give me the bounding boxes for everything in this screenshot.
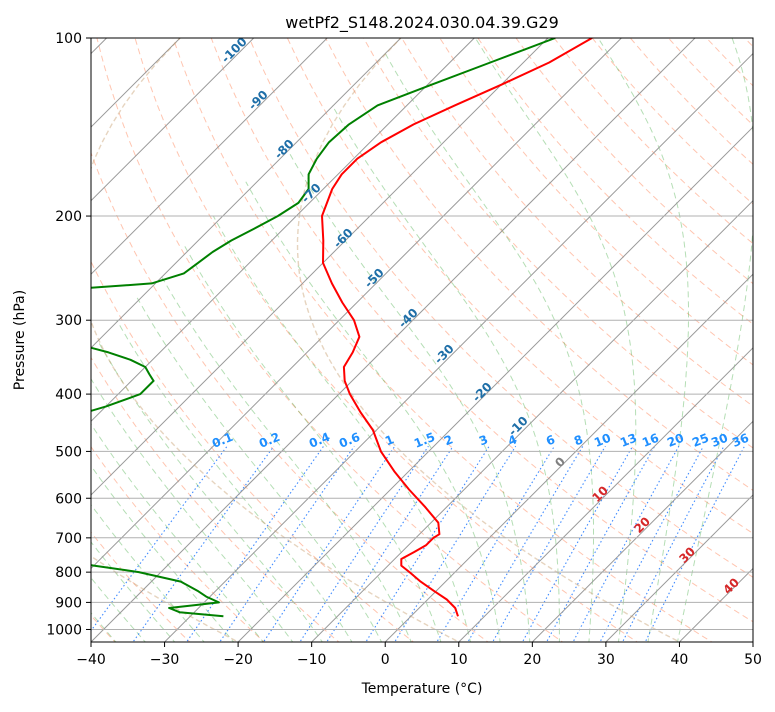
- y-tick-label: 900: [55, 595, 82, 611]
- x-tick-label: 20: [523, 652, 541, 668]
- x-tick-label: 10: [450, 652, 468, 668]
- y-tick-label: 200: [55, 209, 82, 225]
- x-tick-label: 40: [671, 652, 689, 668]
- y-tick-label: 300: [55, 313, 82, 329]
- x-tick-label: −20: [223, 652, 253, 668]
- x-tick-label: −40: [76, 652, 106, 668]
- y-tick-label: 1000: [46, 622, 82, 638]
- y-axis-label: Pressure (hPa): [12, 290, 28, 390]
- x-tick-label: −30: [150, 652, 180, 668]
- y-tick-label: 500: [55, 444, 82, 460]
- y-tick-label: 800: [55, 565, 82, 581]
- x-tick-label: 0: [381, 652, 390, 668]
- x-axis-label: Temperature (°C): [361, 681, 483, 697]
- y-tick-label: 700: [55, 531, 82, 547]
- y-tick-label: 600: [55, 491, 82, 507]
- chart-title: wetPf2_S148.2024.030.04.39.G29: [285, 13, 559, 33]
- x-tick-label: 30: [597, 652, 615, 668]
- x-tick-label: 50: [744, 652, 762, 668]
- x-tick-label: −10: [297, 652, 327, 668]
- y-tick-label: 400: [55, 387, 82, 403]
- y-tick-label: 100: [55, 31, 82, 47]
